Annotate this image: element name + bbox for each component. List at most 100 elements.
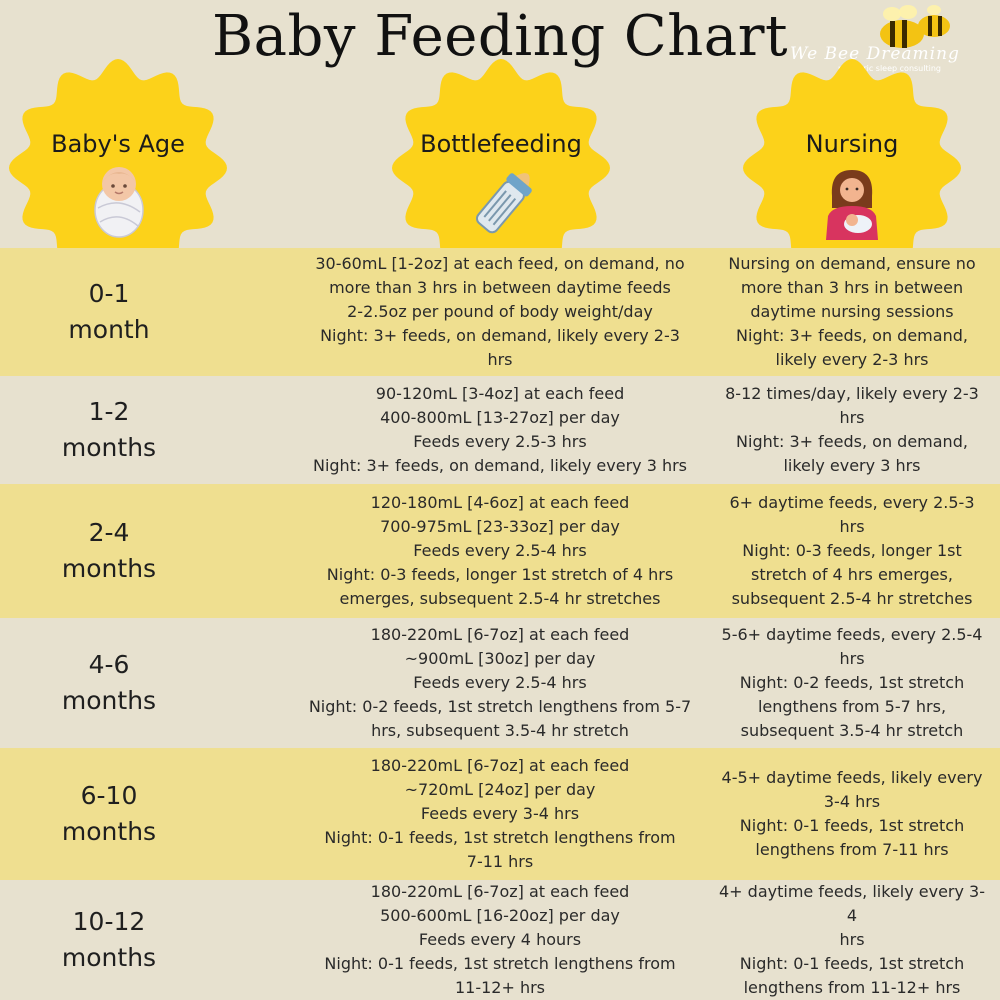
- cell-line: lengthens from 7-11 hrs: [755, 840, 949, 859]
- cell-line: likely every 3 hrs: [783, 456, 921, 475]
- cell-line: more than 3 hrs in between daytime feeds: [329, 278, 671, 297]
- bottlefeeding-cell: 180-220mL [6-7oz] at each feed ~900mL [30…: [300, 618, 700, 748]
- cell-line: 180-220mL [6-7oz] at each feed: [370, 625, 630, 644]
- bottlefeeding-cell: 30-60mL [1-2oz] at each feed, on demand,…: [300, 248, 700, 376]
- page-title: Baby Feeding Chart: [212, 4, 788, 69]
- cell-line: 500-600mL [16-20oz] per day: [380, 906, 620, 925]
- cell-line: 30-60mL [1-2oz] at each feed, on demand,…: [315, 254, 685, 273]
- cell-line: hrs: [839, 408, 865, 427]
- cell-line: hrs: [487, 350, 513, 369]
- cell-line: likely every 2-3 hrs: [775, 350, 929, 369]
- cell-line: emerges, subsequent 2.5-4 hr stretches: [339, 589, 661, 608]
- cell-line: Night: 0-3 feeds, longer 1st stretch of …: [326, 565, 674, 584]
- cell-line: Feeds every 2.5-4 hrs: [413, 541, 587, 560]
- table-row-6-10-months: 6-10 months 180-220mL [6-7oz] at each fee…: [0, 748, 1000, 880]
- cell-line: hrs, subsequent 3.5-4 hr stretch: [371, 721, 629, 740]
- cell-line: Feeds every 2.5-3 hrs: [413, 432, 587, 451]
- age-cell: 2-4 months: [0, 484, 218, 618]
- cell-line: Night: 0-1 feeds, 1st stretch lengthens …: [324, 954, 676, 973]
- table-row-1-2-months: 1-2 months 90-120mL [3-4oz] at each feed 4…: [0, 376, 1000, 484]
- cell-line: Night: 0-1 feeds, 1st stretch lengthens …: [324, 828, 676, 847]
- scalloped-badge-shape: [392, 59, 610, 277]
- cell-line: 4-5+ daytime feeds, likely every: [721, 768, 983, 787]
- cell-line: 11-12+ hrs: [454, 978, 546, 997]
- age-column-badge: Baby's Age: [6, 56, 230, 280]
- cell-line: 2-2.5oz per pound of body weight/day: [347, 302, 653, 321]
- table-row-2-4-months: 2-4 months 120-180mL [4-6oz] at each feed…: [0, 484, 1000, 618]
- cell-line: Night: 3+ feeds, on demand, likely every…: [320, 326, 680, 345]
- nursing-cell: 5-6+ daytime feeds, every 2.5-4 hrs Night:…: [716, 618, 988, 748]
- bottlefeeding-cell: 120-180mL [4-6oz] at each feed 700-975mL …: [300, 484, 700, 618]
- cell-line: 120-180mL [4-6oz] at each feed: [370, 493, 630, 512]
- cell-line: 90-120mL [3-4oz] at each feed: [375, 384, 625, 403]
- age-value: 0-1: [88, 279, 130, 308]
- cell-line: Night: 3+ feeds, on demand,: [736, 432, 968, 451]
- cell-line: 700-975mL [23-33oz] per day: [380, 517, 620, 536]
- age-unit: month: [68, 315, 150, 344]
- cell-line: more than 3 hrs in between: [740, 278, 964, 297]
- age-unit: months: [61, 433, 157, 462]
- nursing-column-badge: Nursing: [740, 56, 964, 280]
- nursing-cell: Nursing on demand, ensure no more than 3 …: [716, 248, 988, 376]
- cell-line: Night: 0-3 feeds, longer 1st: [742, 541, 962, 560]
- age-cell: 6-10 months: [0, 748, 218, 880]
- cell-line: daytime nursing sessions: [750, 302, 954, 321]
- logo-brand: We Bee Dreaming: [790, 44, 960, 64]
- cell-line: 6+ daytime feeds, every 2.5-3 hrs: [729, 493, 975, 536]
- age-value: 6-10: [80, 781, 138, 810]
- cell-line: Night: 0-1 feeds, 1st stretch: [739, 954, 965, 973]
- cell-line: 3-4 hrs: [823, 792, 881, 811]
- cell-line: Feeds every 3-4 hrs: [420, 804, 580, 823]
- scalloped-badge-shape: [743, 59, 961, 277]
- cell-line: hrs: [839, 649, 865, 668]
- cell-line: 400-800mL [13-27oz] per day: [380, 408, 620, 427]
- age-cell: 4-6 months: [0, 618, 218, 748]
- age-cell: 1-2 months: [0, 376, 218, 484]
- table-row-0-1-month: 0-1 month 30-60mL [1-2oz] at each feed, o…: [0, 248, 1000, 376]
- table-row-10-12-months: 10-12 months 180-220mL [6-7oz] at each fe…: [0, 880, 1000, 1000]
- column-label-nursing: Nursing: [805, 130, 899, 158]
- age-value: 4-6: [88, 650, 130, 679]
- age-cell: 0-1 month: [0, 248, 218, 376]
- age-value: 10-12: [72, 907, 146, 936]
- bottlefeeding-cell: 180-220mL [6-7oz] at each feed 500-600mL …: [300, 880, 700, 1000]
- cell-line: Night: 3+ feeds, on demand, likely every…: [312, 456, 688, 475]
- age-cell: 10-12 months: [0, 880, 218, 1000]
- cell-line: Feeds every 4 hours: [418, 930, 582, 949]
- cell-line: hrs: [839, 930, 865, 949]
- cell-line: stretch of 4 hrs emerges,: [751, 565, 953, 584]
- cell-line: Feeds every 2.5-4 hrs: [413, 673, 587, 692]
- cell-line: lengthens from 5-7 hrs,: [757, 697, 947, 716]
- logo-tagline: pediatric sleep consulting: [838, 64, 941, 73]
- nursing-cell: 8-12 times/day, likely every 2-3 hrs Night…: [716, 376, 988, 484]
- cell-line: Night: 3+ feeds, on demand,: [736, 326, 968, 345]
- nursing-cell: 4+ daytime feeds, likely every 3-4 hrs Nig…: [716, 880, 988, 1000]
- cell-line: 8-12 times/day, likely every 2-3: [725, 384, 979, 403]
- column-label-age: Baby's Age: [51, 130, 185, 158]
- nursing-cell: 4-5+ daytime feeds, likely every 3-4 hrs N…: [716, 748, 988, 880]
- bottle-column-badge: Bottlefeeding: [389, 56, 613, 280]
- age-unit: months: [61, 817, 157, 846]
- cell-line: 180-220mL [6-7oz] at each feed: [370, 882, 630, 901]
- cell-line: Night: 0-2 feeds, 1st stretch lengthens …: [308, 697, 692, 716]
- age-unit: months: [61, 686, 157, 715]
- baby-bottle-icon: [475, 173, 532, 234]
- cell-line: 180-220mL [6-7oz] at each feed: [370, 756, 630, 775]
- table-row-4-6-months: 4-6 months 180-220mL [6-7oz] at each feed…: [0, 618, 1000, 748]
- bottlefeeding-cell: 90-120mL [3-4oz] at each feed 400-800mL […: [300, 376, 700, 484]
- cell-line: ~720mL [24oz] per day: [404, 780, 596, 799]
- cell-line: lengthens from 11-12+ hrs: [743, 978, 961, 997]
- age-unit: months: [61, 943, 157, 972]
- cell-line: subsequent 2.5-4 hr stretches: [731, 589, 973, 608]
- swaddled-baby-icon: [94, 167, 144, 238]
- cell-line: Night: 0-2 feeds, 1st stretch: [739, 673, 965, 692]
- bottlefeeding-cell: 180-220mL [6-7oz] at each feed ~720mL [24…: [300, 748, 700, 880]
- bee-logo-icon: [880, 5, 950, 48]
- cell-line: ~900mL [30oz] per day: [404, 649, 596, 668]
- cell-line: 7-11 hrs: [466, 852, 534, 871]
- age-unit: months: [61, 554, 157, 583]
- cell-line: Night: 0-1 feeds, 1st stretch: [739, 816, 965, 835]
- nursing-cell: 6+ daytime feeds, every 2.5-3 hrs Night: …: [716, 484, 988, 618]
- nursing-mother-icon: [826, 170, 878, 240]
- age-value: 1-2: [88, 397, 130, 426]
